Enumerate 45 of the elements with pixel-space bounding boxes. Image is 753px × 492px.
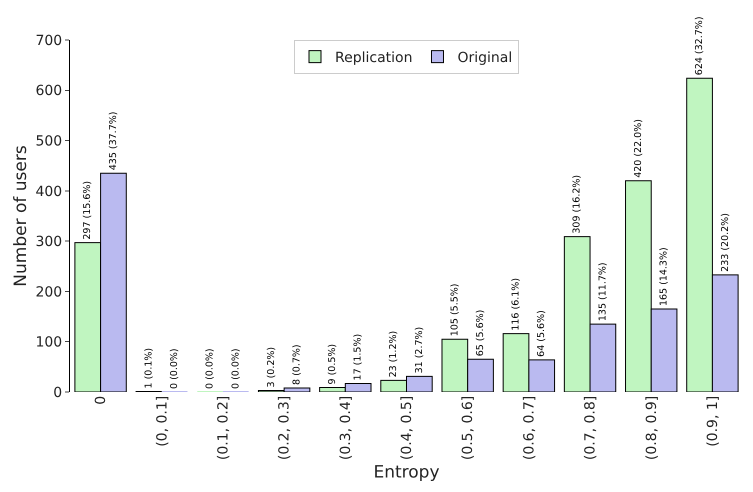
data-label: 135 (11.7%) [597, 262, 608, 322]
data-label: 23 (1.2%) [388, 330, 400, 378]
y-axis-title: Number of users [11, 145, 31, 287]
x-tick-label: (0.3, 0.4] [338, 396, 354, 460]
data-label: 1 (0.1%) [143, 348, 154, 388]
data-label: 165 (14.3%) [658, 247, 670, 306]
x-tick-label: (0.9, 1] [704, 396, 721, 447]
legend-label: Replication [335, 50, 412, 66]
data-label: 105 (5.5%) [449, 283, 460, 336]
y-tick-label: 100 [35, 334, 62, 351]
data-label: 64 (5.6%) [536, 310, 548, 357]
data-label: 0 (0.0%) [169, 348, 180, 389]
y-tick-label: 200 [35, 284, 62, 300]
x-tick-label: (0.8, 0.9] [644, 396, 660, 460]
data-label: 0 (0.0%) [230, 348, 242, 389]
data-label: 17 (1.5%) [352, 334, 364, 380]
data-label: 3 (0.2%) [266, 346, 277, 388]
y-tick-label: 500 [35, 133, 62, 150]
data-label: 435 (37.7%) [108, 112, 119, 170]
x-axis-title: Entropy [373, 462, 440, 483]
x-tick-label: (0.4, 0.5] [399, 396, 416, 460]
y-tick-label: 600 [35, 83, 62, 100]
data-label: 309 (16.2%) [572, 174, 583, 234]
x-tick-label: (0.6, 0.7] [521, 396, 538, 460]
data-label: 0 (0.0%) [204, 348, 216, 389]
data-label: 65 (5.6%) [475, 310, 486, 356]
x-tick-label: (0.7, 0.8] [582, 396, 599, 460]
y-tick-label: 0 [53, 384, 62, 401]
x-tick-label: (0, 0.1] [154, 396, 170, 447]
x-tick-label: (0.1, 0.2] [216, 396, 232, 460]
x-tick-label: (0.5, 0.6] [460, 396, 476, 460]
y-tick-label: 300 [35, 234, 62, 250]
data-label: 420 (22.0%) [632, 119, 644, 178]
data-label: 116 (6.1%) [510, 278, 522, 331]
y-tick-label: 400 [35, 184, 62, 200]
x-tick-label: (0.2, 0.3] [276, 396, 293, 460]
legend-label: Original [457, 50, 512, 66]
data-label: 8 (0.7%) [291, 344, 302, 385]
data-label: 297 (15.6%) [82, 180, 94, 240]
data-label: 9 (0.5%) [326, 344, 338, 384]
x-tick-label: 0 [93, 396, 110, 405]
data-label: 233 (20.2%) [720, 213, 731, 272]
y-tick-label: 700 [35, 32, 62, 49]
data-label: 31 (2.7%) [414, 326, 425, 374]
data-label: 624 (32.7%) [694, 16, 706, 76]
